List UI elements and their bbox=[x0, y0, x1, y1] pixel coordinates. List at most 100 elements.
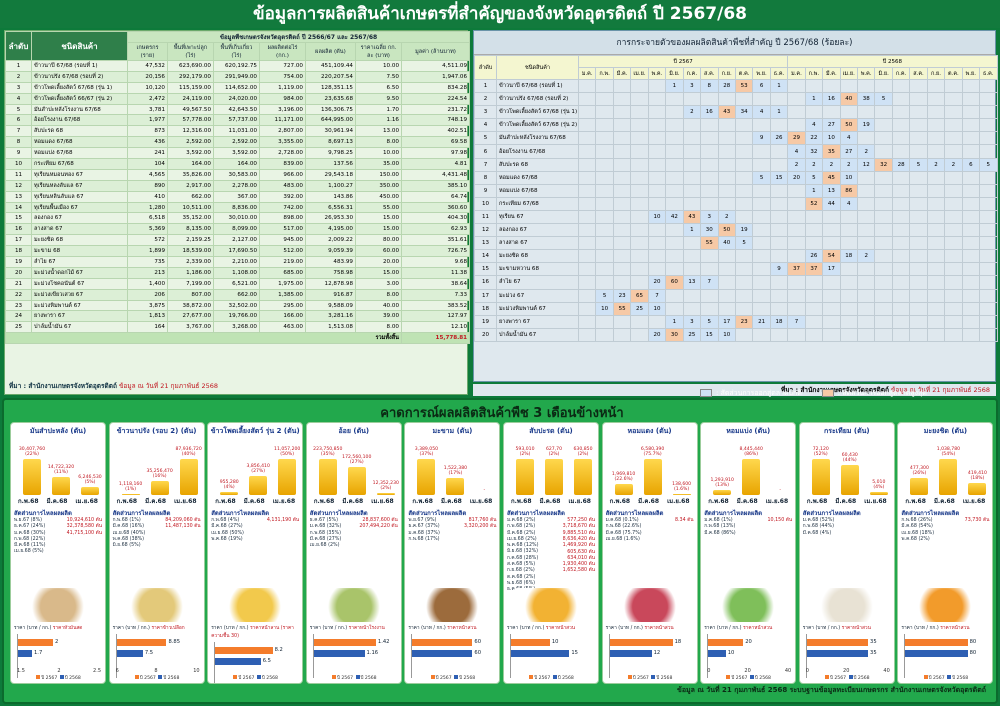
month-cell bbox=[787, 249, 806, 264]
month-cell bbox=[856, 327, 876, 342]
month-cell: 16 bbox=[822, 92, 841, 107]
month-cell bbox=[577, 131, 597, 146]
bar-label: 72,120 (52%) bbox=[801, 447, 841, 458]
month-cell bbox=[822, 288, 841, 303]
table-cell: 512.00 bbox=[259, 245, 306, 258]
card-title: มันสำปะหลัง (ตัน) bbox=[29, 427, 87, 435]
share-value: 10,924,610 ตัน bbox=[66, 518, 102, 523]
share-item: มี.ค.68 (27%) bbox=[309, 536, 342, 542]
month-cell bbox=[612, 131, 632, 146]
table-cell: 360.60 bbox=[400, 201, 471, 214]
price-unit-label: ราคา (บาท / กก.) bbox=[605, 626, 645, 631]
month-cell bbox=[979, 144, 998, 159]
month-cell bbox=[787, 196, 806, 211]
row-no: 12 bbox=[474, 223, 497, 238]
month-cell bbox=[665, 183, 684, 198]
bar-value: 419,410 bbox=[967, 470, 987, 476]
legend-normal-label: : สัดส่วนการออกสู่ตลาดปกติ bbox=[716, 388, 802, 397]
month-label: ก.พ.68 bbox=[18, 498, 39, 505]
col-header-0: เกษตรกร (ราย) bbox=[127, 42, 168, 61]
table-cell: 15.00 bbox=[355, 212, 402, 225]
product-name: มะม่วงเขียวเสวย 67 bbox=[31, 288, 128, 301]
share-item: ม.ค.68 (52%) bbox=[802, 518, 835, 523]
price-title: ราคา (บาท / กก.) ราคาหน้าสวน bbox=[504, 624, 598, 632]
share-title: สัดส่วนการไหลผลผลิต bbox=[704, 510, 763, 517]
price-chart: 60 60 bbox=[411, 634, 495, 678]
price-unit-label: ราคา (บาท / กก.) bbox=[112, 626, 152, 631]
month-cell: 5 bbox=[595, 288, 614, 303]
product-name: ทุเรียนหมอนทอง 67 bbox=[31, 168, 128, 181]
month-cell bbox=[577, 236, 597, 251]
month-cell bbox=[961, 183, 981, 198]
table-cell: 24,020.00 bbox=[213, 92, 260, 105]
month-header-14: มี.ค. bbox=[822, 67, 841, 80]
axis-tick: 40 bbox=[883, 668, 890, 674]
share-title: สัดส่วนการไหลผลผลิต bbox=[211, 510, 270, 517]
month-cell bbox=[577, 314, 597, 329]
share-value: 817,760 ตัน bbox=[468, 518, 497, 523]
bar bbox=[220, 492, 239, 495]
month-cell bbox=[909, 131, 928, 146]
table-row: 10 กระเทียม 67/68 104 164.00 164.00 839.00 137… bbox=[5, 158, 471, 170]
price-title: ราคา (บาท / กก.) ราคาหน้าสวน bbox=[800, 624, 894, 632]
month-cell: 5 bbox=[979, 157, 998, 172]
month-cell bbox=[926, 327, 946, 342]
month-cell bbox=[612, 236, 632, 251]
legend-2568-swatch bbox=[454, 675, 459, 679]
share-list: ม.ค.68 (2%) ก.พ.68 (2%) มี.ค.68 (2%) เม.ย.6… bbox=[504, 518, 598, 592]
right-source: ที่มา : สำนักงานเกษตรจังหวัดอุตรดิตถ์ ข้… bbox=[473, 384, 996, 396]
col-name-header: ชนิดสินค้า bbox=[31, 31, 128, 61]
col-header-2: พื้นที่เก็บเกี่ยว (ไร่) bbox=[213, 42, 260, 61]
legend-2567-label: ปี 2567 bbox=[41, 676, 59, 681]
month-cell bbox=[839, 314, 859, 329]
month-label: เม.ย.68 bbox=[765, 498, 789, 505]
month-cell bbox=[961, 78, 981, 94]
product-name: หอมแบ่ง 67/68 bbox=[496, 183, 579, 198]
production-chart: 955,280 (4%) 3,856,410 (27%) 11,057,200 (50%)… bbox=[211, 437, 300, 507]
total-row: รวมทั้งสิ้น 15,778.81 bbox=[5, 332, 471, 345]
table-cell: 4.81 bbox=[400, 158, 471, 170]
price-chart: 20 10 bbox=[707, 634, 791, 678]
month-cell bbox=[647, 262, 667, 277]
table-cell: 12,878.98 bbox=[305, 277, 356, 290]
share-value: 634,010 ตัน bbox=[567, 555, 595, 561]
table-cell: 3,767.00 bbox=[167, 321, 214, 334]
share-item: ส.ค.68 (5%) bbox=[507, 562, 536, 568]
month-cell bbox=[856, 196, 876, 211]
bar-percent: (75.7%) bbox=[643, 452, 662, 458]
month-cell: 32 bbox=[804, 144, 824, 159]
month-labels: ก.พ.68 มี.ค.68 เม.ย.68 bbox=[113, 496, 201, 506]
table-cell: 3,592.00 bbox=[213, 147, 260, 160]
table-row: 18 มะม่วงหิมพานต์ 67 10 55 25 10 bbox=[474, 301, 998, 316]
table-row: 1 ข้าวนาปี 67/68 (รอบที่ 1) 1 3 8 28 53 6 1 bbox=[474, 78, 998, 94]
month-cell bbox=[647, 249, 667, 264]
month-cell bbox=[595, 78, 614, 94]
bar-value: 1,969,810 bbox=[611, 471, 636, 477]
price-title: ราคา (บาท / กก.) ราคาหน้าสวน bbox=[898, 624, 992, 632]
table-cell: 2,009.22 bbox=[305, 234, 356, 247]
month-cell bbox=[752, 118, 771, 133]
bar-percent: (37%) bbox=[419, 452, 434, 458]
row-no: 15 bbox=[474, 262, 497, 277]
month-cell bbox=[979, 209, 998, 225]
month-cell bbox=[926, 183, 946, 198]
table-row: 3 ข้าวโพดเลี้ยงสัตว์ 67/68 (รุ่น 1) 2 16 43 3… bbox=[474, 105, 998, 120]
share-item: มิ.ย.68 (32%) bbox=[507, 549, 539, 555]
month-cell bbox=[769, 157, 789, 172]
month-cell bbox=[577, 92, 597, 107]
month-cell bbox=[630, 314, 649, 329]
table-cell: 685.00 bbox=[259, 266, 306, 279]
month-cell bbox=[612, 249, 632, 264]
table-cell: 11.38 bbox=[400, 266, 471, 279]
legend-2568-label: ปี 2568 bbox=[360, 676, 377, 681]
share-item: มี.ค.68 (54%) bbox=[901, 524, 933, 530]
month-cell bbox=[787, 105, 806, 120]
product-name: ข้าวนาปรัง 67/68 (รอบที่ 2) bbox=[496, 92, 579, 107]
month-cell bbox=[944, 236, 963, 251]
month-cell bbox=[665, 301, 684, 316]
month-cell bbox=[612, 196, 632, 211]
bar-label: 12,352,230 (2%) bbox=[366, 481, 401, 492]
month-cell bbox=[804, 223, 824, 238]
month-cell bbox=[717, 144, 736, 159]
bar bbox=[150, 481, 169, 495]
